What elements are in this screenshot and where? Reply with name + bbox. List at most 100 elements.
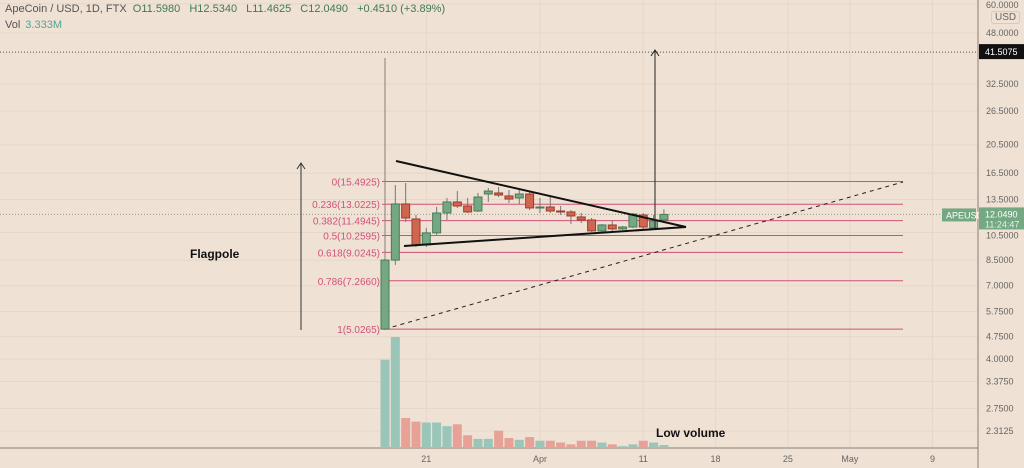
ohlc-low: L11.4625 <box>246 3 292 15</box>
time-tick-label: 18 <box>711 454 721 464</box>
candle-body[interactable] <box>473 196 483 212</box>
time-tick-label: 9 <box>930 454 935 464</box>
volume-bar <box>587 440 597 448</box>
volume-bar <box>483 438 493 448</box>
candle-body[interactable] <box>525 193 535 209</box>
price-tick-label: 10.5000 <box>986 230 1019 240</box>
volume-bar <box>463 435 473 448</box>
dashed-trend-line[interactable] <box>384 181 904 330</box>
volume-bar <box>545 440 555 448</box>
candle-body[interactable] <box>463 205 473 213</box>
price-tick-label: 32.5000 <box>986 79 1019 89</box>
volume-bar <box>432 422 442 448</box>
candle-body[interactable] <box>607 224 617 230</box>
time-tick-label: Apr <box>533 454 547 464</box>
volume-bar <box>514 439 524 448</box>
currency-button[interactable]: USD <box>991 11 1021 24</box>
candle-body[interactable] <box>432 212 442 234</box>
volume-bar <box>659 444 669 448</box>
price-tick-label: 5.7500 <box>986 307 1014 317</box>
symbol-tag-label: APEUSD <box>946 210 984 220</box>
symbol-title[interactable]: ApeCoin / USD, 1D, FTX <box>5 3 127 15</box>
volume-bar <box>649 442 659 448</box>
candle-body[interactable] <box>576 216 586 221</box>
volume-bar <box>452 424 462 448</box>
symbol-legend: ApeCoin / USD, 1D, FTX O11.5980 H12.5340… <box>5 3 445 15</box>
candle-body[interactable] <box>587 219 597 232</box>
candle-body[interactable] <box>535 206 545 209</box>
candle-body[interactable] <box>452 201 462 207</box>
candle-body[interactable] <box>597 224 607 232</box>
volume-label: Vol <box>5 19 21 31</box>
price-tick-label: 26.5000 <box>986 106 1019 116</box>
candle-body[interactable] <box>638 214 648 228</box>
ohlc-close: C12.0490 <box>300 3 348 15</box>
candle-body[interactable] <box>618 226 628 230</box>
volume-bar <box>607 444 617 448</box>
last-price-badge <box>979 207 1024 230</box>
volume-bar <box>390 336 400 448</box>
candle-body[interactable] <box>649 220 659 229</box>
time-tick-label: 11 <box>639 454 648 464</box>
volume-bar <box>442 426 452 448</box>
fib-level-label: 0.236(13.0225) <box>312 200 380 211</box>
candle-body[interactable] <box>514 193 524 199</box>
price-tick-label: 3.3750 <box>986 376 1014 386</box>
price-tick-label: 48.0000 <box>986 28 1019 38</box>
volume-bar <box>473 438 483 448</box>
volume-bar <box>535 440 545 448</box>
low-volume-annotation[interactable]: Low volume <box>656 426 726 440</box>
candle-body[interactable] <box>566 211 576 217</box>
volume-bar <box>525 437 535 448</box>
candle-body[interactable] <box>411 218 421 246</box>
candle-body[interactable] <box>421 232 431 246</box>
candle-body[interactable] <box>545 206 555 212</box>
price-tick-label: 2.7500 <box>986 403 1014 413</box>
time-tick-label: May <box>841 454 859 464</box>
candle-body[interactable] <box>380 259 390 330</box>
arrow-up-icon <box>296 162 306 170</box>
price-tick-label: 4.0000 <box>986 354 1014 364</box>
volume-bar <box>597 442 607 448</box>
symbol-tag <box>942 208 976 222</box>
candle-body[interactable] <box>556 210 566 213</box>
candle-body[interactable] <box>442 201 452 214</box>
flagpole-annotation[interactable]: Flagpole <box>190 247 240 261</box>
volume-bar <box>638 440 648 448</box>
volume-bar <box>576 440 586 448</box>
fib-level-label: 0.5(10.2595) <box>323 232 380 243</box>
price-tick-label: 13.5000 <box>986 195 1019 205</box>
ohlc-high: H12.5340 <box>189 3 238 15</box>
volume-bar <box>556 442 566 448</box>
volume-bar <box>628 444 638 448</box>
candle-body[interactable] <box>401 203 411 219</box>
volume-bar <box>566 444 576 448</box>
volume-bar <box>401 417 411 448</box>
time-tick-label: 21 <box>421 454 431 464</box>
fib-level-label: 0.786(7.2660) <box>318 277 380 288</box>
fib-level-label: 0(15.4925) <box>332 177 380 188</box>
volume-bar <box>494 430 504 448</box>
price-tick-label: 60.0000 <box>986 0 1019 10</box>
bar-countdown: 11:24:47 <box>985 219 1019 229</box>
last-price-label: 12.0490 <box>985 209 1018 219</box>
candle-body[interactable] <box>659 213 669 221</box>
candle-body[interactable] <box>390 203 400 261</box>
target-price-label: 41.5075 <box>985 47 1018 57</box>
triangle-upper-line[interactable] <box>395 160 687 228</box>
price-tick-label: 7.0000 <box>986 281 1014 291</box>
candle-body[interactable] <box>504 195 514 200</box>
price-tick-label: 16.5000 <box>986 168 1019 178</box>
price-tick-label: 2.3125 <box>986 426 1014 436</box>
candle-body[interactable] <box>494 192 504 196</box>
volume-bar <box>421 422 431 448</box>
arrow-up-icon <box>650 49 660 57</box>
candle-body[interactable] <box>483 190 493 195</box>
time-tick-label: 25 <box>783 454 793 464</box>
target-price-badge <box>979 44 1024 60</box>
triangle-lower-line[interactable] <box>403 226 687 247</box>
fib-level-label: 0.618(9.0245) <box>318 248 380 259</box>
price-tick-label: 8.5000 <box>986 255 1014 265</box>
price-tick-label: 4.7500 <box>986 332 1014 342</box>
